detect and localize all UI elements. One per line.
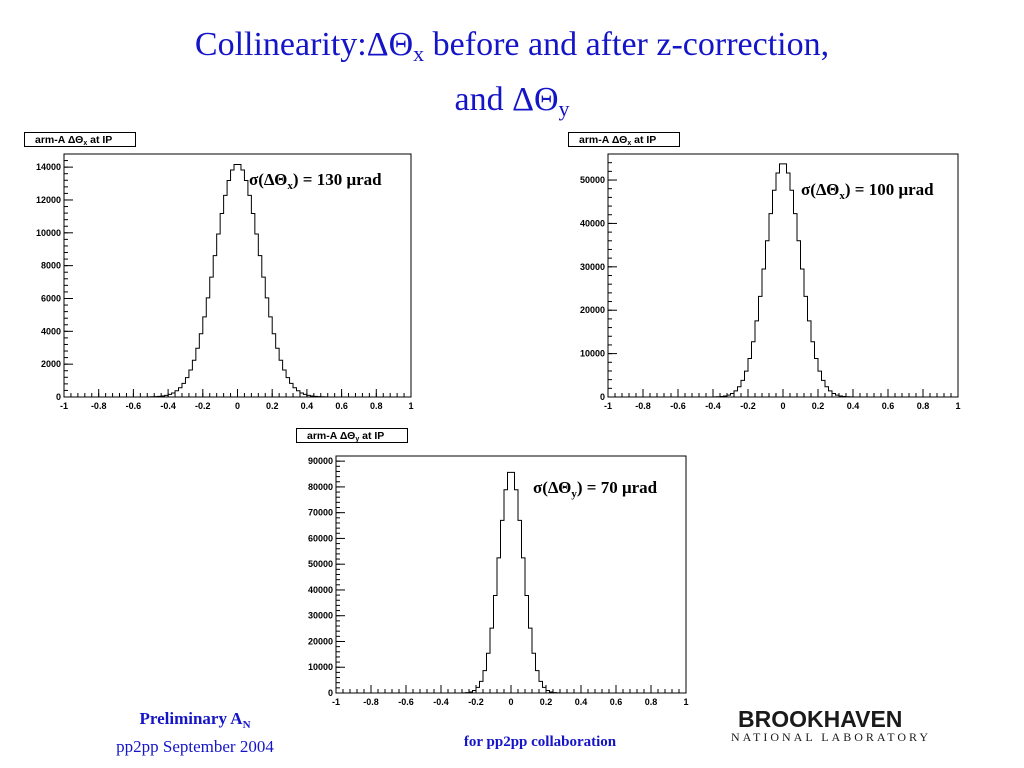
y-tick-label: 90000 xyxy=(308,456,333,466)
y-tick-label: 40000 xyxy=(308,585,333,595)
y-tick-label: 50000 xyxy=(308,559,333,569)
x-tick-label: 0.6 xyxy=(882,401,895,411)
y-tick-label: 10000 xyxy=(36,228,61,238)
x-tick-label: 0.2 xyxy=(540,697,553,707)
x-tick-label: 0.4 xyxy=(301,401,314,411)
histogram-panel-dtheta-x-after: arm-A ΔΘx at IP -1 -0.8 -0.6 -0.4 -0.2 0 0.2 0.… xyxy=(568,132,968,417)
x-tick-label: 0.4 xyxy=(575,697,588,707)
x-tick-label: 0 xyxy=(235,401,240,411)
x-tick-label: -1 xyxy=(332,697,340,707)
y-tick-label: 80000 xyxy=(308,482,333,492)
y-tick-label: 30000 xyxy=(580,262,605,272)
histogram-panel-dtheta-x-before: arm-A ΔΘx at IP -1 -0.8 -0.6 -0.4 -0.2 0 0.2 0.… xyxy=(24,132,424,417)
x-tick-label: -0.2 xyxy=(740,401,756,411)
x-tick-label: -0.6 xyxy=(126,401,142,411)
histogram-plot: -1 -0.8 -0.6 -0.4 -0.2 0 0.2 0.4 0.6 0.8 1 0 10000 20… xyxy=(308,455,689,707)
histogram-plot: -1 -0.8 -0.6 -0.4 -0.2 0 0.2 0.4 0.6 0.8 1 0 2000 400… xyxy=(36,153,414,411)
histogram-plot: -1 -0.8 -0.6 -0.4 -0.2 0 0.2 0.4 0.6 0.8 1 0 10000 20… xyxy=(580,153,961,411)
x-tick-label: 0.6 xyxy=(610,697,623,707)
x-tick-label: 0.4 xyxy=(847,401,860,411)
x-tick-label: -0.4 xyxy=(433,697,449,707)
slide-title: Collinearity:ΔΘx before and after z-corr… xyxy=(0,22,1024,132)
y-tick-label: 20000 xyxy=(308,636,333,646)
footer-left: Preliminary AN pp2pp September 2004 xyxy=(100,708,290,757)
y-tick-label: 10000 xyxy=(308,662,333,672)
x-tick-label: 1 xyxy=(408,401,413,411)
x-tick-label: 0.8 xyxy=(645,697,658,707)
logo-sub-text: NATIONAL LABORATORY xyxy=(731,730,932,744)
x-tick-label: 0.6 xyxy=(335,401,348,411)
x-tick-label: 0.2 xyxy=(266,401,279,411)
y-tick-label: 20000 xyxy=(580,305,605,315)
x-tick-label: -0.8 xyxy=(363,697,379,707)
histogram-bins xyxy=(64,164,411,398)
y-tick-label: 70000 xyxy=(308,508,333,518)
x-tick-label: -0.8 xyxy=(91,401,107,411)
x-tick-label: 1 xyxy=(683,697,688,707)
y-tick-label: 0 xyxy=(56,392,61,402)
x-tick-label: 0 xyxy=(508,697,513,707)
y-tick-label: 40000 xyxy=(580,218,605,228)
x-tick-label: -0.4 xyxy=(705,401,721,411)
preliminary-label: Preliminary AN xyxy=(139,709,251,731)
sigma-annotation: σ(ΔΘx) = 130 μrad xyxy=(249,170,382,192)
x-tick-label: 0.2 xyxy=(812,401,825,411)
x-tick-label: 0 xyxy=(780,401,785,411)
histogram-title: arm-A ΔΘx at IP xyxy=(24,132,136,147)
y-tick-label: 14000 xyxy=(36,162,61,172)
slide-title-line1: Collinearity:ΔΘx before and after z-corr… xyxy=(194,26,830,66)
x-tick-label: -0.6 xyxy=(670,401,686,411)
logo-main-text: BROOKHAVEN xyxy=(738,706,903,732)
y-tick-label: 60000 xyxy=(308,533,333,543)
x-tick-label: 1 xyxy=(955,401,960,411)
x-tick-label: -0.6 xyxy=(398,697,414,707)
x-tick-label: 0.8 xyxy=(370,401,383,411)
y-tick-label: 12000 xyxy=(36,195,61,205)
x-tick-label: -0.2 xyxy=(195,401,211,411)
y-tick-label: 50000 xyxy=(580,175,605,185)
histogram-bins xyxy=(336,471,686,694)
x-tick-label: -1 xyxy=(604,401,612,411)
x-tick-label: 0.8 xyxy=(917,401,930,411)
y-tick-label: 0 xyxy=(600,392,605,402)
brookhaven-logo: BROOKHAVEN NATIONAL LABORATORY xyxy=(728,706,928,750)
y-tick-label: 8000 xyxy=(41,261,61,271)
collaboration-label: for pp2pp collaboration xyxy=(463,734,617,750)
conference-label: pp2pp September 2004 xyxy=(116,737,274,756)
x-tick-label: -1 xyxy=(60,401,68,411)
y-tick-label: 6000 xyxy=(41,293,61,303)
sigma-annotation: σ(ΔΘy) = 70 μrad xyxy=(533,478,658,500)
histogram-title: arm-A ΔΘy at IP xyxy=(296,428,408,443)
slide-title-line2: and ΔΘy xyxy=(454,81,570,121)
y-tick-label: 4000 xyxy=(41,326,61,336)
y-tick-label: 10000 xyxy=(580,349,605,359)
x-tick-label: -0.8 xyxy=(635,401,651,411)
x-tick-label: -0.4 xyxy=(160,401,176,411)
histogram-bins xyxy=(608,163,958,398)
y-tick-label: 30000 xyxy=(308,611,333,621)
histogram-title: arm-A ΔΘx at IP xyxy=(568,132,680,147)
y-tick-label: 2000 xyxy=(41,359,61,369)
histogram-panel-dtheta-y: arm-A ΔΘy at IP -1 -0.8 -0.6 -0.4 -0.2 0 0.2 0.… xyxy=(296,428,696,713)
y-tick-label: 0 xyxy=(328,688,333,698)
sigma-annotation: σ(ΔΘx) = 100 μrad xyxy=(801,180,934,202)
x-tick-label: -0.2 xyxy=(468,697,484,707)
